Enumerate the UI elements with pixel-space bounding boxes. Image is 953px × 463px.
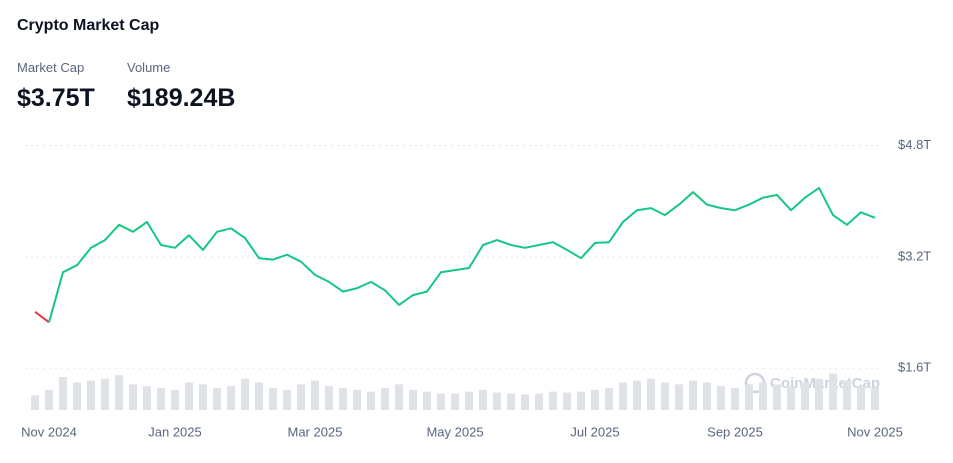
x-tick-label: Mar 2025 [288,424,343,439]
volume-bar [297,384,305,410]
volume-bar [199,384,207,410]
volume-bar [787,386,795,410]
line [34,311,50,324]
volume-bar [339,388,347,410]
volume-bar [815,378,823,410]
volume-bar [409,389,417,410]
volume-bar [647,378,655,410]
volume-bar [395,384,403,410]
volume-bar [717,386,725,410]
x-tick-label: Nov 2025 [847,424,903,439]
y-tick-label: $4.8T [898,137,931,152]
volume-bar [73,382,81,410]
volume-bar [157,388,165,410]
volume-bar [563,392,571,410]
volume-bar [465,391,473,410]
volume-bar [87,380,95,410]
watermark-text: CoinMarketCap [770,375,880,392]
volume-bar [731,388,739,410]
x-tick-label: May 2025 [426,424,483,439]
volume-bar [801,382,809,410]
stat-value: $189.24B [127,84,236,112]
y-tick-label: $3.2T [898,248,931,263]
x-tick-label: Jan 2025 [148,424,202,439]
volume-bar [521,394,529,410]
volume-bar [171,389,179,410]
volume-bar [423,391,431,410]
x-tick-label: Sep 2025 [707,424,763,439]
stat-label: Market Cap [17,60,85,75]
volume-bar [619,382,627,410]
stat: Volume $189.24B [127,60,235,113]
volume-bar [381,388,389,410]
volume-bar [241,378,249,410]
volume-bar [353,389,361,410]
volume-bar [143,386,151,410]
stat-value: $3.75T [17,84,95,112]
volume-bar [451,393,459,410]
volume-bar [227,386,235,410]
volume-bar [185,382,193,410]
volume-bar [115,375,123,410]
volume-bar [101,378,109,410]
volume-bar [283,389,291,410]
volume-bar [745,384,753,410]
volume-bar [213,388,221,410]
volume-bar [857,386,865,410]
volume-bar [507,393,515,410]
stat-label: Volume [127,60,171,75]
volume-bar [59,377,67,410]
volume-bar [535,393,543,410]
volume-bar [367,391,375,410]
volume-bar [591,389,599,410]
x-tick-label: Jul 2025 [570,424,619,439]
volume-bar [479,389,487,410]
volume-bar [703,382,711,410]
volume-bar [269,388,277,410]
volume-bar [45,389,53,410]
volume-bar [661,382,669,410]
volume-bar [829,373,837,410]
volume-bar [437,393,445,410]
volume-bar [31,395,39,410]
x-tick-label: Nov 2024 [21,424,77,439]
stat: Market Cap $3.75T [17,60,95,113]
page-title: Crypto Market Cap [17,17,160,34]
volume-bar [773,384,781,410]
volume-bar [255,382,263,410]
volume-bar [759,382,767,410]
volume-bar [633,380,641,410]
volume-bar [129,384,137,410]
volume-bar [577,391,585,410]
volume-bar [689,380,697,410]
line [48,186,876,323]
volume-bar [311,380,319,410]
volume-bar [605,388,613,410]
volume-bar [493,392,501,410]
volume-bar [675,384,683,410]
volume-bar [325,386,333,410]
volume-bar [549,391,557,410]
volume-bar [871,388,879,410]
y-tick-label: $1.6T [898,360,931,375]
volume-bar [843,380,851,410]
